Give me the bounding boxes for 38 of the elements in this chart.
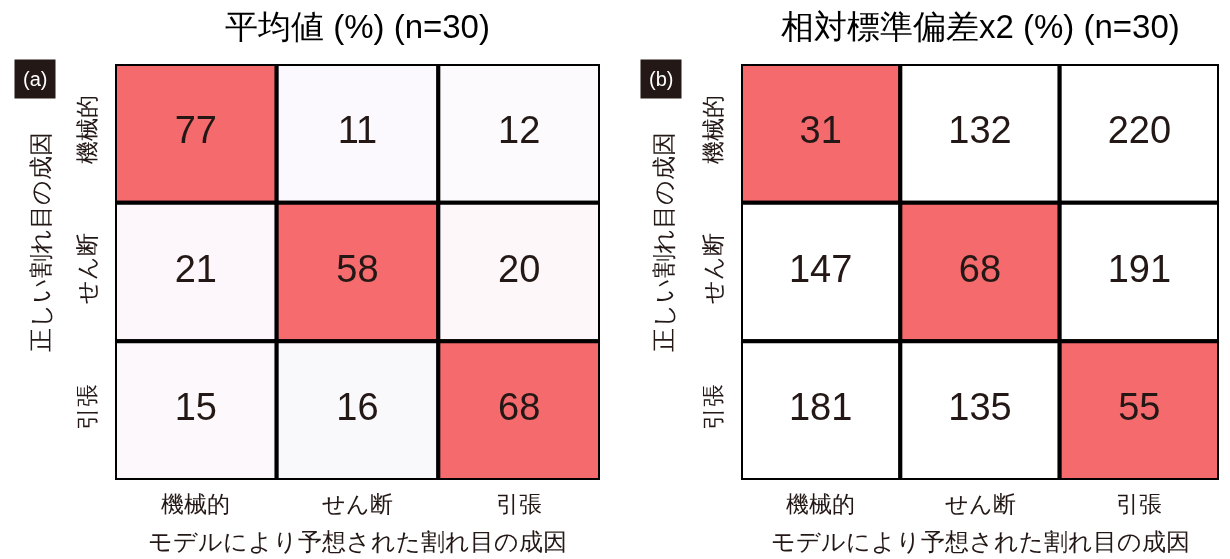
data-label: 15 [174, 386, 217, 429]
x-tick-label: 機械的 [786, 491, 856, 517]
data-label: 147 [788, 247, 853, 290]
data-label: 21 [174, 247, 217, 290]
y-tick-label: せん断 [74, 233, 101, 305]
x-tick-label: せん断 [322, 491, 393, 517]
data-label: 68 [498, 386, 541, 429]
data-label: 68 [958, 247, 1002, 290]
y-axis-title: 正しい割れ目の成因 [650, 132, 677, 352]
data-label: 16 [336, 386, 379, 429]
text: (a) [23, 68, 48, 90]
y-tick-label: 機械的 [700, 95, 727, 165]
data-label: 132 [948, 108, 1012, 151]
data-label: 20 [498, 247, 541, 290]
data-label: 191 [1107, 247, 1172, 290]
data-label: 77 [174, 108, 217, 151]
chart-title: 相対標準偏差x2 (%) (n=30) [781, 8, 1180, 45]
y-tick-label: せん断 [700, 233, 727, 305]
data-label: 220 [1107, 108, 1172, 151]
x-tick-label: 引張 [1116, 491, 1163, 517]
x-tick-label: せん断 [944, 491, 1016, 517]
chart-title: 平均値 (%) (n=30) [225, 8, 490, 45]
x-tick-label: 機械的 [161, 491, 231, 517]
data-label: 12 [498, 108, 541, 151]
y-tick-label: 機械的 [74, 95, 101, 165]
data-label: 135 [948, 386, 1012, 429]
x-tick-label: 引張 [496, 491, 543, 517]
data-label: 181 [788, 386, 853, 429]
x-axis-title: モデルにより予想された割れ目の成因 [148, 528, 567, 555]
data-label: 11 [337, 108, 378, 151]
data-label: 55 [1118, 386, 1161, 429]
y-tick-label: 引張 [700, 384, 727, 431]
data-label: 58 [336, 247, 379, 290]
y-axis-title: 正しい割れ目の成因 [27, 132, 54, 352]
y-tick-label: 引張 [74, 384, 101, 431]
x-axis-title: モデルにより予想された割れ目の成因 [771, 528, 1190, 555]
data-label: 31 [799, 108, 842, 151]
text: (b) [649, 68, 674, 90]
